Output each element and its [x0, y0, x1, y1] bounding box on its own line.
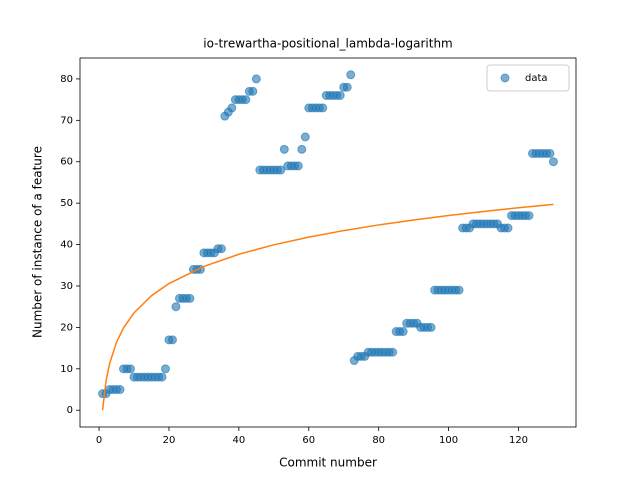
data-point [342, 82, 352, 92]
data-point [297, 144, 307, 154]
data-point [279, 144, 289, 154]
plot-frame [79, 57, 577, 428]
data-point [171, 302, 181, 312]
chart-title: io-trewartha-positional_lambda-logarithm [203, 37, 453, 51]
data-point [335, 90, 345, 100]
data-point [300, 132, 310, 142]
data-point [248, 86, 258, 96]
data-point [398, 327, 408, 337]
x-tick-label: 120 [509, 435, 528, 446]
y-tick-label: 40 [60, 240, 73, 251]
data-point [216, 244, 226, 254]
x-tick-label: 20 [163, 435, 176, 446]
x-axis-label: Commit number [279, 456, 377, 470]
x-tick-label: 0 [96, 435, 102, 446]
data-point [426, 322, 436, 332]
y-axis-label: Number of instance of a feature [31, 146, 45, 338]
data-point [293, 161, 303, 171]
data-point [548, 157, 558, 167]
data-point [545, 148, 555, 158]
y-tick-label: 80 [60, 74, 73, 85]
y-tick-label: 30 [60, 281, 73, 292]
y-tick-label: 10 [60, 364, 73, 375]
data-point [157, 372, 167, 382]
data-point [318, 103, 328, 113]
x-tick-label: 60 [302, 435, 315, 446]
legend-box [486, 64, 570, 92]
data-point [241, 95, 251, 105]
data-point [454, 285, 464, 295]
y-tick-label: 70 [60, 115, 73, 126]
y-tick-label: 0 [67, 405, 73, 416]
data-point [388, 347, 398, 357]
data-point [503, 223, 513, 233]
x-tick-label: 80 [372, 435, 385, 446]
y-tick-label: 20 [60, 322, 73, 333]
data-point [185, 293, 195, 303]
x-tick-label: 40 [232, 435, 245, 446]
data-point [126, 364, 136, 374]
y-tick-label: 50 [60, 198, 73, 209]
legend: data [486, 64, 570, 92]
data-point [227, 103, 237, 113]
y-tick-label: 60 [60, 157, 73, 168]
fit-line [101, 203, 554, 411]
data-point [115, 385, 125, 395]
data-point [276, 165, 286, 175]
data-point [160, 364, 170, 374]
data-point [346, 70, 356, 80]
legend-label: data [525, 73, 548, 84]
data-point [167, 335, 177, 345]
x-tick-label: 100 [439, 435, 458, 446]
data-point [524, 211, 534, 221]
data-point [251, 74, 261, 84]
legend-marker [500, 73, 510, 83]
